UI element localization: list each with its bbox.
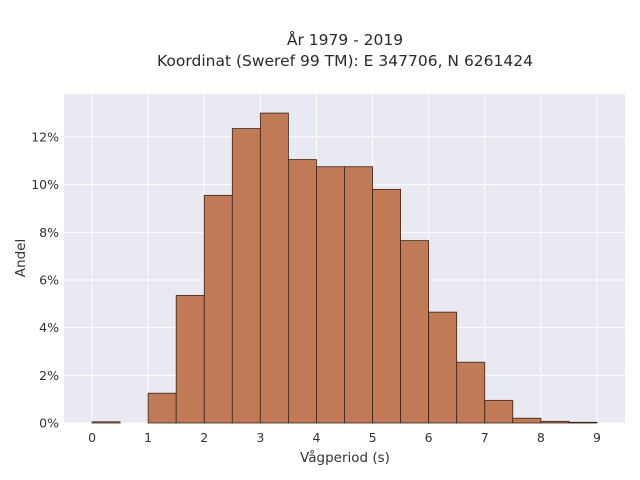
- y-tick-label: 0%: [39, 416, 59, 431]
- histogram-bar: [175, 295, 205, 424]
- y-tick-label: 10%: [31, 177, 59, 192]
- histogram-bar: [203, 194, 233, 424]
- y-tick-label: 2%: [39, 368, 59, 383]
- histogram-bar: [400, 240, 430, 424]
- x-tick-label: 8: [537, 430, 545, 445]
- histogram-bar: [91, 421, 121, 424]
- histogram-bar: [568, 421, 598, 424]
- y-tick-label: 12%: [31, 129, 59, 144]
- histogram-bar: [456, 361, 486, 424]
- x-tick-label: 7: [481, 430, 489, 445]
- x-axis-ticks: 0 1 2 3 4 5 6 7 8 9: [88, 430, 601, 445]
- x-axis-label: Vågperiod (s): [300, 449, 390, 466]
- y-tick-label: 6%: [39, 272, 59, 287]
- histogram-bar: [344, 166, 373, 424]
- histogram-bar: [512, 417, 542, 424]
- x-tick-label: 1: [144, 430, 152, 445]
- x-tick-label: 0: [88, 430, 96, 445]
- x-tick-label: 6: [425, 430, 433, 445]
- x-tick-label: 9: [593, 430, 601, 445]
- x-tick-label: 3: [256, 430, 264, 445]
- histogram-bar: [147, 392, 177, 424]
- chart-title-line-1: År 1979 - 2019: [287, 30, 403, 49]
- histogram-bar: [287, 159, 317, 424]
- histogram-bars: [91, 112, 598, 424]
- histogram-bar: [259, 112, 289, 424]
- y-tick-label: 4%: [39, 320, 59, 335]
- histogram-bar: [316, 166, 345, 424]
- x-tick-label: 2: [200, 430, 208, 445]
- histogram-bar: [484, 399, 514, 424]
- x-tick-label: 4: [312, 430, 320, 445]
- histogram-bar: [372, 188, 401, 424]
- histogram-bar: [231, 128, 261, 424]
- y-tick-label: 8%: [39, 225, 59, 240]
- x-tick-label: 5: [369, 430, 377, 445]
- chart-title-line-2: Koordinat (Sweref 99 TM): E 347706, N 62…: [157, 52, 533, 70]
- y-axis-ticks: 0% 2% 4% 6% 8% 10% 12%: [31, 129, 59, 430]
- y-axis-label: Andel: [13, 239, 29, 277]
- histogram-bar: [540, 420, 570, 424]
- histogram-bar: [428, 311, 458, 424]
